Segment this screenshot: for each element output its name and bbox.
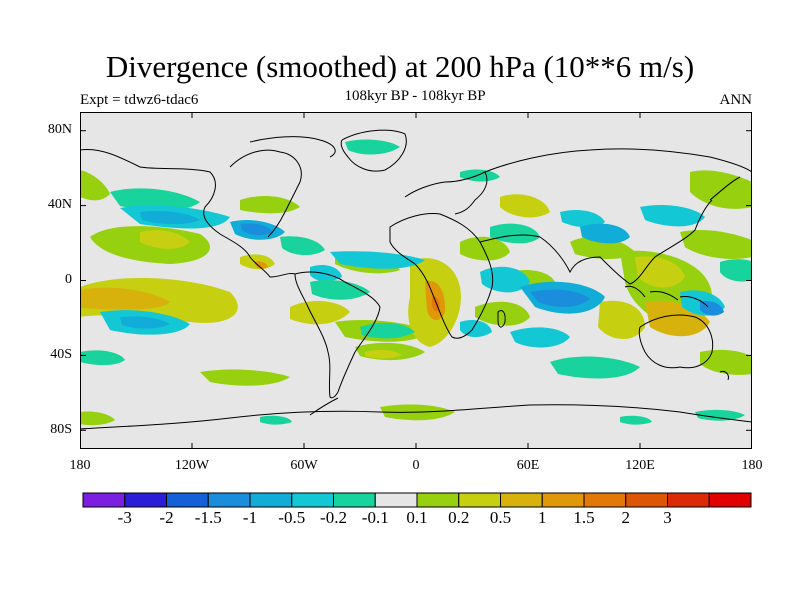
season-label: ANN (719, 92, 753, 108)
colorbar (82, 492, 752, 508)
colorbar-label: 0.1 (406, 508, 428, 527)
lat-label-40s: 40S (50, 347, 72, 362)
lon-label-120e: 120E (625, 458, 655, 473)
colorbar-swatch (166, 492, 209, 508)
axis-ticks (80, 112, 752, 449)
lon-label-0: 0 (412, 458, 420, 473)
experiment-label: Expt = tdwz6-tdac6 (80, 92, 199, 108)
colorbar-label: -0.5 (278, 508, 306, 527)
colorbar-label: 0.2 (448, 508, 470, 527)
lat-label-80n: 80N (47, 122, 72, 137)
colorbar-label: -3 (117, 508, 132, 527)
colorbar-label: -1.5 (194, 508, 222, 527)
lat-label-equator: 0 (65, 272, 72, 287)
colorbar-swatch (82, 492, 126, 508)
colorbar-swatch (333, 492, 376, 508)
colorbar-swatch (667, 492, 710, 508)
colorbar-swatch (374, 492, 418, 508)
period-label: 108kyr BP - 108kyr BP (344, 88, 486, 104)
lat-label-80s: 80S (50, 422, 72, 437)
divergence-map (80, 112, 752, 449)
colorbar-swatch (583, 492, 627, 508)
colorbar-swatch (124, 492, 167, 508)
colorbar-label: 3 (663, 508, 672, 527)
lon-label-180e: 180 (741, 458, 763, 473)
lon-label-180w: 180 (69, 458, 91, 473)
colorbar-swatch (416, 492, 460, 508)
lat-label-40n: 40N (47, 197, 72, 212)
plot-title: Divergence (smoothed) at 200 hPa (10**6 … (105, 49, 695, 84)
colorbar-label: -0.1 (361, 508, 389, 527)
lon-label-60w: 60W (290, 458, 318, 473)
colorbar-label: 1 (538, 508, 547, 527)
colorbar-swatch (625, 492, 668, 508)
colorbar-label: -1 (242, 508, 258, 527)
colorbar-swatch (291, 492, 334, 508)
colorbar-label: 0.5 (489, 508, 512, 527)
colorbar-swatch (249, 492, 293, 508)
colorbar-swatch (207, 492, 251, 508)
colorbar-swatch (541, 492, 585, 508)
colorbar-label: -2 (159, 508, 174, 527)
lon-label-60e: 60E (516, 458, 540, 473)
colorbar-swatch (500, 492, 543, 508)
lon-label-120w: 120W (174, 458, 210, 473)
colorbar-label: 2 (621, 508, 631, 527)
colorbar-swatch (458, 492, 501, 508)
colorbar-label: -0.2 (320, 508, 347, 527)
coastlines (80, 129, 752, 430)
colorbar-swatch (708, 492, 752, 508)
colorbar-label: 1.5 (573, 508, 595, 527)
